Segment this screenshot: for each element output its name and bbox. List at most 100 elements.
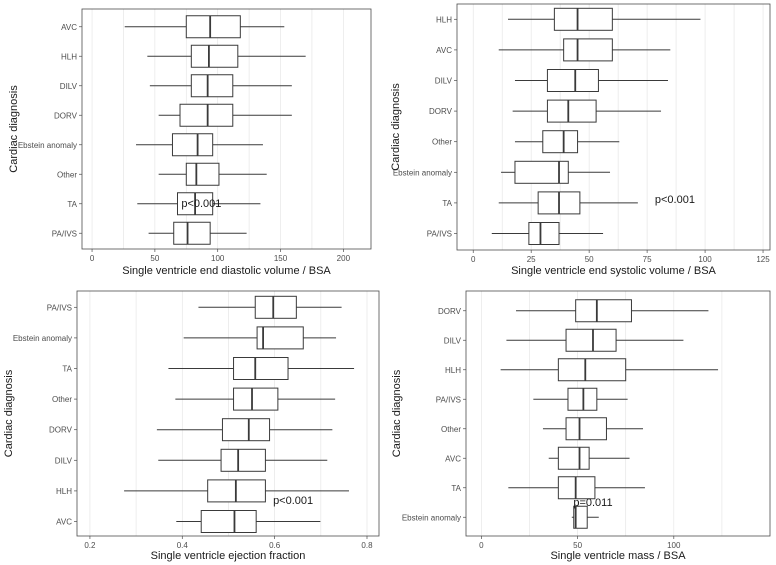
panel-border [465, 290, 771, 537]
iqr-box [185, 15, 241, 39]
x-tick-label: 0.8 [361, 541, 373, 550]
plot-background [466, 291, 770, 536]
panel-edv: AVC HLH DILV DORV Ebstein anomaly Other TA PA/I… [8, 8, 372, 277]
iqr-box [573, 505, 588, 529]
box-ta [498, 191, 638, 215]
y-tick-label: HLH [436, 15, 452, 24]
x-tick-label: 0.4 [177, 541, 189, 550]
plot-background [457, 4, 770, 250]
iqr-box [546, 69, 599, 92]
y-tick-label: TA [67, 200, 77, 209]
box-dilv [158, 448, 328, 472]
iqr-box [557, 358, 627, 382]
y-tick-label: TA [451, 484, 461, 493]
box-hlh [500, 358, 719, 382]
panel-border [456, 3, 771, 251]
iqr-box [233, 387, 279, 411]
iqr-box [557, 446, 590, 470]
box-pa-ivs [533, 387, 628, 411]
y-tick-label: DILV [444, 336, 462, 345]
iqr-box [563, 38, 613, 62]
x-axis-title: Single ventricle ejection fraction [151, 550, 306, 562]
y-tick-label: DORV [49, 426, 73, 435]
panel-border [81, 8, 372, 250]
x-tick-label: 0 [471, 255, 476, 264]
iqr-box [528, 222, 560, 245]
p-value-annotation: p<0.001 [655, 194, 695, 206]
iqr-box [514, 160, 569, 184]
box-dorv [156, 418, 333, 442]
box-pa-ivs [198, 295, 342, 319]
y-tick-label: PA/IVS [427, 230, 452, 239]
x-tick-label: 150 [274, 254, 288, 263]
iqr-box [190, 44, 239, 68]
p-value-annotation: p=0.011 [573, 497, 612, 509]
panel-mass: DORV DILV HLH PA/IVS Other AVC TA Ebstein anoma… [391, 290, 771, 562]
y-tick-label: Ebstein anomaly [393, 168, 452, 177]
iqr-box [254, 295, 297, 319]
box-dilv [506, 328, 684, 352]
iqr-box [546, 99, 597, 123]
y-tick-label: Other [57, 170, 77, 179]
iqr-box [190, 74, 234, 98]
y-tick-label: AVC [436, 46, 452, 55]
x-tick-label: 0.6 [269, 541, 281, 550]
box-hlh [147, 44, 306, 68]
x-tick-label: 25 [527, 255, 536, 264]
x-tick-label: 100 [698, 255, 712, 264]
y-tick-label: DILV [60, 82, 78, 91]
iqr-box [220, 448, 266, 472]
box-hlh [508, 7, 701, 31]
box-avc [548, 446, 630, 470]
iqr-box [179, 103, 234, 127]
x-tick-label: 50 [573, 541, 582, 550]
y-tick-label: TA [442, 199, 452, 208]
box-other [514, 130, 620, 154]
box-pa-ivs [491, 222, 604, 245]
box-hlh [124, 479, 349, 503]
y-tick-label: Other [432, 138, 452, 147]
y-tick-label: AVC [56, 518, 72, 527]
iqr-box [565, 417, 607, 441]
panel-esv: HLH AVC DILV DORV Other Ebstein anomaly TA PA/I… [390, 3, 771, 277]
x-tick-label: 50 [585, 255, 594, 264]
iqr-box [565, 328, 617, 352]
y-tick-label: Ebstein anomaly [13, 334, 72, 343]
box-dilv [514, 69, 668, 92]
box-other [542, 417, 644, 441]
y-tick-label: AVC [445, 454, 461, 463]
box-ebstein-anomaly [571, 505, 599, 529]
p-value-annotation: p<0.001 [273, 495, 313, 507]
x-axis-title: Single ventricle end systolic volume / B… [511, 265, 716, 277]
x-tick-label: 100 [211, 254, 225, 263]
y-tick-label: Other [441, 425, 461, 434]
p-value-annotation: p<0.001 [181, 198, 221, 210]
iqr-box [173, 221, 211, 245]
y-tick-label: PA/IVS [52, 229, 77, 238]
box-ebstein-anomaly [183, 326, 337, 350]
iqr-box [542, 130, 579, 154]
box-dorv [516, 299, 709, 323]
y-tick-label: DILV [435, 77, 453, 86]
y-tick-label: DILV [55, 456, 73, 465]
iqr-box [553, 7, 613, 31]
x-tick-label: 0 [479, 541, 484, 550]
panel-ef: PA/IVS Ebstein anomaly TA Other DORV DILV HLH A… [3, 290, 380, 562]
y-tick-label: Ebstein anomaly [402, 513, 461, 522]
x-tick-label: 100 [667, 541, 681, 550]
box-ta [137, 192, 261, 216]
box-ebstein-anomaly [501, 160, 611, 184]
y-axis-title: Cardiac diagnosis [3, 369, 15, 457]
box-dorv [158, 103, 292, 127]
box-ta [508, 476, 645, 500]
iqr-box [221, 418, 271, 442]
x-tick-label: 0.2 [84, 541, 96, 550]
y-axis-title: Cardiac diagnosis [8, 85, 20, 173]
iqr-box [567, 387, 598, 411]
y-tick-label: DORV [429, 107, 453, 116]
box-ta [168, 357, 355, 380]
x-tick-label: 125 [756, 255, 770, 264]
y-tick-label: Other [52, 395, 72, 404]
y-tick-label: PA/IVS [436, 395, 461, 404]
